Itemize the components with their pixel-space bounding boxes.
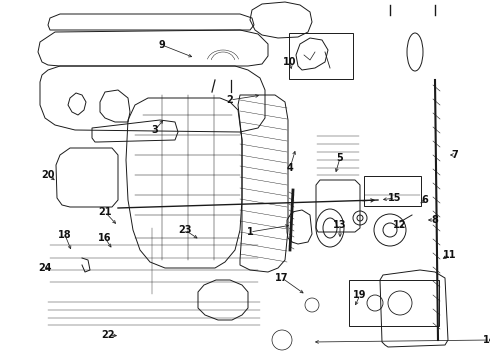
Text: 22: 22 xyxy=(101,330,115,340)
Text: 6: 6 xyxy=(421,195,428,205)
Text: 16: 16 xyxy=(98,233,112,243)
Text: 12: 12 xyxy=(393,220,407,230)
Text: 21: 21 xyxy=(98,207,112,217)
Text: 15: 15 xyxy=(388,193,402,203)
Text: 8: 8 xyxy=(432,215,439,225)
Text: 17: 17 xyxy=(275,273,289,283)
Text: 20: 20 xyxy=(41,170,55,180)
Text: 18: 18 xyxy=(58,230,72,240)
Text: 4: 4 xyxy=(287,163,294,173)
Text: 7: 7 xyxy=(452,150,458,160)
Text: 1: 1 xyxy=(246,227,253,237)
Text: 11: 11 xyxy=(443,250,457,260)
Text: 19: 19 xyxy=(353,290,367,300)
Text: 13: 13 xyxy=(333,220,347,230)
Text: 9: 9 xyxy=(159,40,166,50)
Text: 24: 24 xyxy=(38,263,52,273)
Text: 2: 2 xyxy=(227,95,233,105)
Text: 14: 14 xyxy=(483,335,490,345)
Text: 10: 10 xyxy=(283,57,297,67)
Text: 5: 5 xyxy=(337,153,343,163)
Text: 23: 23 xyxy=(178,225,192,235)
Text: 3: 3 xyxy=(151,125,158,135)
